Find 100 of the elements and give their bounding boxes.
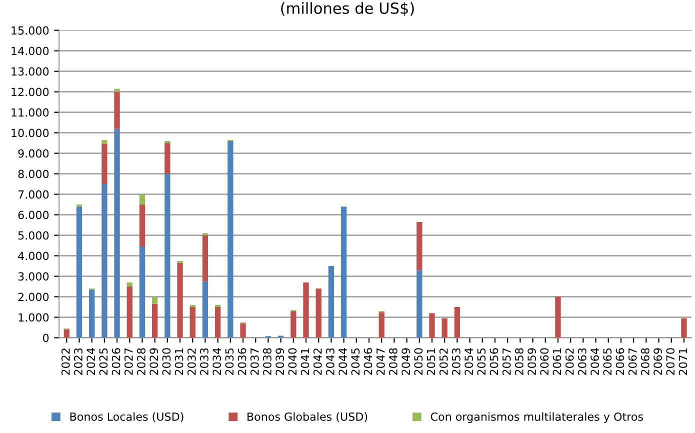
- x-tick-label: 2031: [174, 348, 184, 375]
- x-tick-label: 2052: [439, 348, 448, 375]
- x-tick-label: 2043: [326, 348, 334, 375]
- x-tick-label: 2060: [540, 348, 549, 375]
- bar: [126, 286, 132, 338]
- x-tick-label: 2059: [528, 348, 536, 375]
- bar: [164, 174, 170, 338]
- x-tick-label: 2046: [364, 348, 372, 375]
- x-tick-label: 2071: [678, 348, 688, 375]
- bar: [454, 306, 460, 338]
- x-tick-label: 2044: [338, 348, 348, 375]
- bar: [681, 318, 687, 338]
- bar: [102, 140, 108, 144]
- x-tick-label: 2022: [61, 348, 70, 375]
- bar: [126, 282, 132, 286]
- y-tick-label: 6.000: [18, 210, 49, 220]
- x-tick-label: 2038: [263, 348, 272, 375]
- bar: [190, 306, 196, 338]
- x-tick-label: 2029: [150, 348, 158, 375]
- bar: [429, 313, 435, 338]
- bar: [139, 204, 146, 247]
- legend-label: Bonos Locales (USD): [70, 412, 184, 422]
- bar: [102, 184, 108, 338]
- bar: [228, 140, 234, 338]
- bar: [76, 206, 82, 338]
- bar: [442, 318, 448, 338]
- y-tick-label: 12.000: [12, 88, 49, 96]
- x-tick-label: 2062: [565, 348, 574, 375]
- x-tick-label: 2039: [276, 348, 284, 375]
- y-tick-label: 14.000: [12, 46, 49, 56]
- x-tick-label: 2042: [313, 348, 322, 375]
- y-tick-label: 10.000: [12, 128, 49, 138]
- y-tick-label: 2.000: [18, 292, 49, 302]
- y-tick-label: 15.000: [12, 26, 49, 35]
- x-tick-label: 2055: [477, 348, 486, 375]
- x-tick-label: 2051: [426, 348, 436, 375]
- y-tick-label: 8.000: [18, 170, 49, 178]
- bar: [152, 304, 158, 338]
- bar: [214, 306, 221, 338]
- x-tick-label: 2067: [628, 348, 637, 375]
- bar: [240, 323, 246, 338]
- bar: [303, 282, 309, 338]
- x-tick-label: 2036: [238, 348, 246, 375]
- x-tick-label: 2033: [200, 348, 208, 375]
- x-tick-label: 2048: [389, 348, 398, 375]
- x-tick-label: 2049: [402, 348, 410, 375]
- y-tick-label: 1.000: [18, 313, 49, 322]
- x-tick-label: 2053: [452, 348, 460, 375]
- bar: [416, 222, 422, 270]
- x-tick-label: 2065: [603, 348, 612, 375]
- bar: [202, 281, 208, 338]
- x-tick-label: 2045: [351, 348, 360, 375]
- bar: [152, 296, 158, 304]
- y-tick-label: 0: [43, 334, 49, 342]
- x-tick-label: 2061: [552, 348, 562, 375]
- bar: [290, 311, 296, 338]
- bar: [139, 194, 146, 205]
- bar: [378, 312, 384, 338]
- y-tick-label: 4.000: [18, 252, 49, 260]
- x-tick-label: 2069: [654, 348, 662, 375]
- bar: [102, 144, 108, 184]
- x-tick-label: 2058: [515, 348, 524, 375]
- x-tick-label: 2030: [162, 348, 171, 375]
- x-tick-label: 2047: [376, 348, 385, 375]
- bar: [88, 290, 95, 338]
- x-tick-label: 2035: [225, 348, 234, 375]
- x-tick-label: 2057: [502, 348, 511, 375]
- x-tick-label: 2063: [578, 348, 586, 375]
- y-tick-label: 13.000: [12, 67, 49, 76]
- bar: [114, 128, 120, 338]
- x-tick-label: 2037: [250, 348, 259, 375]
- bar: [416, 270, 422, 338]
- y-tick-label: 3.000: [18, 272, 49, 281]
- x-tick-label: 2041: [300, 348, 310, 375]
- x-tick-label: 2050: [414, 348, 423, 375]
- x-tick-label: 2070: [666, 348, 675, 375]
- x-tick-label: 2025: [99, 348, 108, 375]
- x-tick-label: 2026: [112, 348, 120, 375]
- bar: [139, 246, 146, 338]
- bar: [64, 330, 70, 338]
- x-tick-label: 2064: [590, 348, 599, 375]
- x-tick-label: 2034: [212, 348, 222, 375]
- bar: [328, 266, 334, 338]
- y-tick-label: 5.000: [18, 231, 49, 240]
- bar: [114, 92, 120, 129]
- x-tick-label: 2024: [86, 348, 96, 375]
- x-tick-label: 2032: [187, 348, 196, 375]
- bar: [316, 288, 322, 338]
- x-tick-label: 2023: [74, 348, 82, 375]
- bar: [555, 296, 561, 338]
- bar: [177, 262, 183, 338]
- y-tick-label: 9.000: [18, 149, 49, 158]
- chart-title: (millones de US$): [281, 2, 414, 16]
- y-tick-label: 7.000: [18, 190, 49, 199]
- legend-label: Bonos Globales (USD): [248, 412, 368, 422]
- x-tick-label: 2054: [464, 348, 474, 375]
- bar: [114, 88, 120, 92]
- x-tick-label: 2027: [124, 348, 133, 375]
- bar: [340, 206, 347, 338]
- bar: [164, 140, 170, 144]
